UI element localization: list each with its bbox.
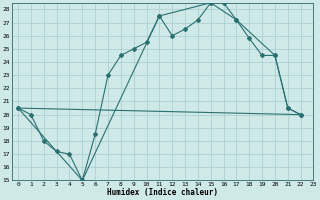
X-axis label: Humidex (Indice chaleur): Humidex (Indice chaleur)	[107, 188, 218, 197]
